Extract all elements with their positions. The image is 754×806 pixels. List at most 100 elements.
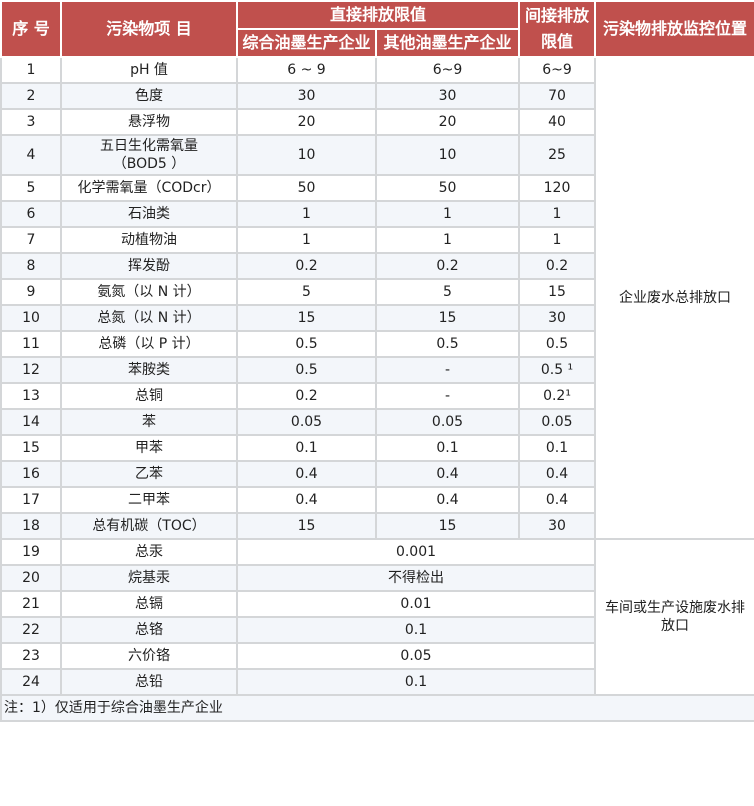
pollutant-limits-table: 序 号 污染物项 目 直接排放限值 间接排放限值 污染物排放监控位置 综合油墨生…: [0, 0, 754, 722]
indirect-limit: 0.5 ¹: [518, 356, 597, 384]
direct-limit-other: 0.1: [374, 434, 521, 462]
row-number: 24: [0, 668, 62, 696]
row-number: 5: [0, 174, 62, 202]
limit-value: 0.05: [235, 642, 597, 670]
row-number: 9: [0, 278, 62, 306]
row-number: 12: [0, 356, 62, 384]
table-row: 12 苯胺类 0.5-0.5 ¹: [0, 356, 754, 384]
row-number: 8: [0, 252, 62, 280]
direct-limit-ink: 0.4: [236, 460, 377, 488]
pollutant-name: 二甲苯: [60, 486, 238, 514]
pollutant-name: pH 值: [60, 56, 238, 84]
row-number: 19: [0, 538, 62, 566]
row-number: 1: [0, 56, 62, 84]
pollutant-name: 总有机碳（TOC）: [60, 512, 238, 540]
indirect-limit: 0.4: [518, 460, 597, 488]
table-row: 18 总有机碳（TOC） 15 15 30: [0, 512, 754, 540]
table-row: 24 总铅 0.1: [0, 668, 754, 696]
direct-limit-other: 15: [374, 512, 521, 540]
table-row: 14 苯 0.05 0.05 0.05: [0, 408, 754, 436]
header-direct-sub2: 其他油墨生产企业: [374, 28, 521, 58]
indirect-limit: 120: [518, 174, 597, 202]
pollutant-name: 挥发酚: [60, 252, 238, 280]
indirect-limit: 70: [518, 82, 597, 110]
pollutant-name: 悬浮物: [60, 108, 238, 136]
direct-limit-ink: 1: [236, 200, 377, 228]
row-number: 23: [0, 642, 62, 670]
indirect-limit: 30: [518, 304, 597, 332]
pollutant-name: 总氮（以 N 计）: [60, 304, 238, 332]
table-row: 21 总镉 0.01: [0, 590, 754, 618]
limit-value: 0.1: [235, 616, 597, 644]
direct-limit-ink: 50: [236, 174, 377, 202]
direct-limit-other: 0.4: [374, 460, 521, 488]
pollutant-name: 石油类: [60, 200, 238, 228]
pollutant-name: 总铬: [60, 616, 238, 644]
direct-limit-ink: 1: [236, 226, 377, 254]
indirect-limit: 0.05: [518, 408, 597, 436]
direct-limit-other: 10: [374, 134, 521, 176]
table-row: 10 总氮（以 N 计） 15 15 30: [0, 304, 754, 332]
direct-limit-other: 6~9: [374, 56, 521, 84]
pollutant-name: 动植物油: [60, 226, 238, 254]
direct-limit-ink: 15: [236, 512, 377, 540]
table-row: 15 甲苯 0.1 0.1 0.1: [0, 434, 754, 462]
table-row: 9 氨氮（以 N 计） 5 5 15: [0, 278, 754, 306]
pollutant-name: 氨氮（以 N 计）: [60, 278, 238, 306]
direct-limit-ink: 20: [236, 108, 377, 136]
direct-limit-other: 0.5: [374, 330, 521, 358]
pollutant-name: 甲苯: [60, 434, 238, 462]
monitoring-location: 车间或生产设施废水排放口: [594, 538, 754, 696]
row-number: 16: [0, 460, 62, 488]
row-number: 14: [0, 408, 62, 436]
row-number: 15: [0, 434, 62, 462]
indirect-limit: 30: [518, 512, 597, 540]
pollutant-name: 总镉: [60, 590, 238, 618]
limit-value: 0.01: [235, 590, 597, 618]
pollutant-name: 色度: [60, 82, 238, 110]
header-indirect: 间接排放限值: [518, 0, 597, 58]
direct-limit-ink: 15: [236, 304, 377, 332]
table-row: 3 悬浮物 20 20 40: [0, 108, 754, 136]
pollutant-name: 总铅: [60, 668, 238, 696]
direct-limit-other: 0.4: [374, 486, 521, 514]
row-number: 21: [0, 590, 62, 618]
direct-limit-ink: 0.2: [236, 382, 377, 410]
direct-limit-other: -: [374, 382, 521, 410]
table-row: 13 总铜 0.2-0.2¹: [0, 382, 754, 410]
indirect-limit: 1: [518, 200, 597, 228]
row-number: 2: [0, 82, 62, 110]
row-number: 3: [0, 108, 62, 136]
indirect-limit: 40: [518, 108, 597, 136]
direct-limit-other: 1: [374, 226, 521, 254]
direct-limit-other: 50: [374, 174, 521, 202]
direct-limit-other: 30: [374, 82, 521, 110]
row-number: 17: [0, 486, 62, 514]
indirect-limit: 25: [518, 134, 597, 176]
note-row: 注：1）仅适用于综合油墨生产企业: [0, 694, 754, 722]
direct-limit-ink: 0.5: [236, 330, 377, 358]
direct-limit-ink: 10: [236, 134, 377, 176]
direct-limit-other: 15: [374, 304, 521, 332]
header-location: 污染物排放监控位置: [594, 0, 754, 58]
table-row: 2 色度 30 30 70: [0, 82, 754, 110]
direct-limit-other: 0.05: [374, 408, 521, 436]
pollutant-name: 苯: [60, 408, 238, 436]
direct-limit-ink: 5: [236, 278, 377, 306]
limit-value: 0.001: [235, 538, 597, 566]
direct-limit-ink: 30: [236, 82, 377, 110]
direct-limit-ink: 0.4: [236, 486, 377, 514]
pollutant-name: 乙苯: [60, 460, 238, 488]
table-row: 4 五日生化需氧量（BOD5 ） 10 10 25: [0, 134, 754, 176]
direct-limit-ink: 0.05: [236, 408, 377, 436]
table-row: 16 乙苯 0.4 0.4 0.4: [0, 460, 754, 488]
direct-limit-other: 1: [374, 200, 521, 228]
pollutant-name: 总汞: [60, 538, 238, 566]
pollutant-name: 烷基汞: [60, 564, 238, 592]
direct-limit-ink: 0.2: [236, 252, 377, 280]
pollutant-name: 化学需氧量（CODcr）: [60, 174, 238, 202]
table-row: 20 烷基汞 不得检出: [0, 564, 754, 592]
limit-value: 0.1: [235, 668, 597, 696]
indirect-limit: 0.5: [518, 330, 597, 358]
